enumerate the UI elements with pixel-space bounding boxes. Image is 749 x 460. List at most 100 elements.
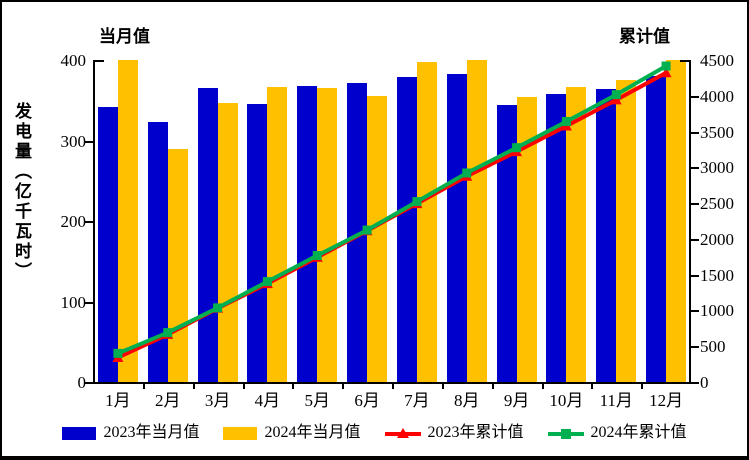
square-marker — [611, 90, 621, 100]
x-axis-tick — [392, 384, 394, 389]
right-axis-tick-label: 2000 — [700, 229, 734, 249]
triangle-marker — [660, 67, 672, 78]
square-marker — [362, 225, 372, 235]
month-label: 12月 — [649, 391, 684, 410]
left-axis-tick — [85, 141, 93, 143]
bar-2024年当月值 — [466, 60, 487, 382]
bar-2024年当月值 — [666, 60, 687, 382]
left-axis-tick — [85, 221, 93, 223]
x-axis-line — [93, 382, 691, 384]
bar-2023年当月值 — [347, 83, 368, 382]
month-label: 3月 — [204, 391, 231, 410]
right-axis-tick-label: 4000 — [700, 86, 734, 106]
bar-2023年当月值 — [147, 122, 168, 382]
right-axis-title: 累计值 — [619, 27, 670, 46]
month-label: 1月 — [105, 391, 131, 410]
legend-bar-swatch — [62, 426, 97, 440]
x-axis-tick — [243, 384, 245, 389]
bar-2024年当月值 — [616, 80, 637, 382]
right-axis-tick — [691, 132, 699, 134]
square-marker — [262, 277, 272, 287]
bar-2023年当月值 — [646, 76, 667, 382]
bar-2023年当月值 — [97, 106, 118, 382]
right-axis-tick — [691, 239, 699, 241]
month-label: 7月 — [404, 391, 430, 410]
square-marker — [412, 197, 422, 207]
right-axis-tick — [691, 96, 699, 98]
left-axis-tick-label: 300 — [60, 131, 87, 151]
legend-item: 2024年当月值 — [223, 424, 361, 441]
right-axis-tick-label: 2500 — [700, 194, 734, 214]
bars-layer — [93, 60, 691, 382]
bar-2024年当月值 — [416, 61, 437, 382]
x-axis-tick — [542, 384, 544, 389]
left-axis-top-nub — [95, 60, 104, 62]
square-marker — [512, 143, 522, 153]
month-label: 5月 — [304, 391, 331, 410]
square-marker — [661, 61, 671, 71]
x-axis-tick — [292, 384, 294, 389]
legend-item: 2023年当月值 — [62, 425, 199, 441]
bar-2024年当月值 — [367, 96, 388, 382]
right-axis-tick-label: 4500 — [700, 51, 734, 70]
right-axis-tick — [691, 167, 699, 169]
bar-2023年当月值 — [297, 85, 318, 382]
x-axis-tick — [641, 384, 643, 389]
right-axis-tick — [691, 382, 699, 384]
month-label: 10月 — [549, 391, 584, 410]
right-axis-tick-label: 1000 — [700, 301, 734, 321]
x-axis-tick — [591, 384, 593, 389]
triangle-marker — [610, 94, 622, 105]
month-label: 9月 — [503, 391, 530, 410]
legend-square-marker-icon — [560, 428, 571, 439]
right-axis-tick-label: 1500 — [700, 265, 734, 285]
cumulative-lines-layer — [93, 60, 691, 382]
y-axis-label: 发电量（亿千瓦时） — [12, 102, 31, 282]
x-axis-tick — [492, 384, 494, 389]
bar-2024年当月值 — [516, 97, 537, 382]
x-axis-tick — [193, 384, 195, 389]
right-axis-tick-label: 0 — [700, 373, 709, 392]
bar-2023年当月值 — [446, 73, 467, 382]
month-label: 11月 — [599, 391, 633, 410]
left-axis-tick — [85, 302, 93, 304]
right-axis-tick-label: 3500 — [700, 122, 734, 142]
month-label: 6月 — [354, 391, 380, 410]
right-axis-tick — [691, 275, 699, 277]
left-axis-tick-label: 0 — [77, 373, 87, 392]
y-axis-right-line — [689, 60, 691, 384]
legend-item: 2023年累计值 — [384, 424, 524, 441]
chart-legend: 2023年当月值 2024年当月值 2023年累计值 2024年累计值 — [2, 425, 747, 441]
legend-bar-swatch — [223, 426, 258, 440]
bar-2024年当月值 — [267, 86, 288, 382]
month-label: 8月 — [454, 391, 480, 410]
y-axis-left-line — [93, 60, 95, 384]
bar-2024年当月值 — [117, 60, 138, 382]
right-axis-tick-label: 3000 — [700, 158, 734, 178]
bar-2023年当月值 — [247, 104, 268, 382]
right-axis-tick — [691, 310, 699, 312]
left-axis-title: 当月值 — [99, 27, 150, 46]
legend-item: 2024年累计值 — [547, 425, 687, 441]
square-marker — [561, 116, 571, 126]
legend-line-swatch — [547, 427, 584, 440]
square-marker — [462, 168, 472, 178]
left-axis-tick — [85, 382, 93, 384]
legend-label: 2023年累计值 — [427, 424, 524, 441]
legend-label: 2024年当月值 — [264, 424, 361, 441]
square-marker — [163, 328, 173, 338]
x-axis-tick — [442, 384, 444, 389]
legend-line-swatch — [384, 427, 421, 440]
right-axis-tick-label: 500 — [700, 337, 726, 357]
bar-2023年当月值 — [596, 88, 617, 382]
square-marker — [113, 348, 123, 358]
left-axis-tick-label: 100 — [60, 292, 87, 312]
right-axis-tick — [691, 346, 699, 348]
bar-2023年当月值 — [546, 93, 567, 382]
legend-triangle-marker-icon — [396, 427, 409, 438]
cumulative-line-2024年累计值 — [117, 64, 668, 356]
month-label: 4月 — [254, 391, 281, 410]
square-marker — [312, 250, 322, 260]
x-axis-tick — [143, 384, 145, 389]
